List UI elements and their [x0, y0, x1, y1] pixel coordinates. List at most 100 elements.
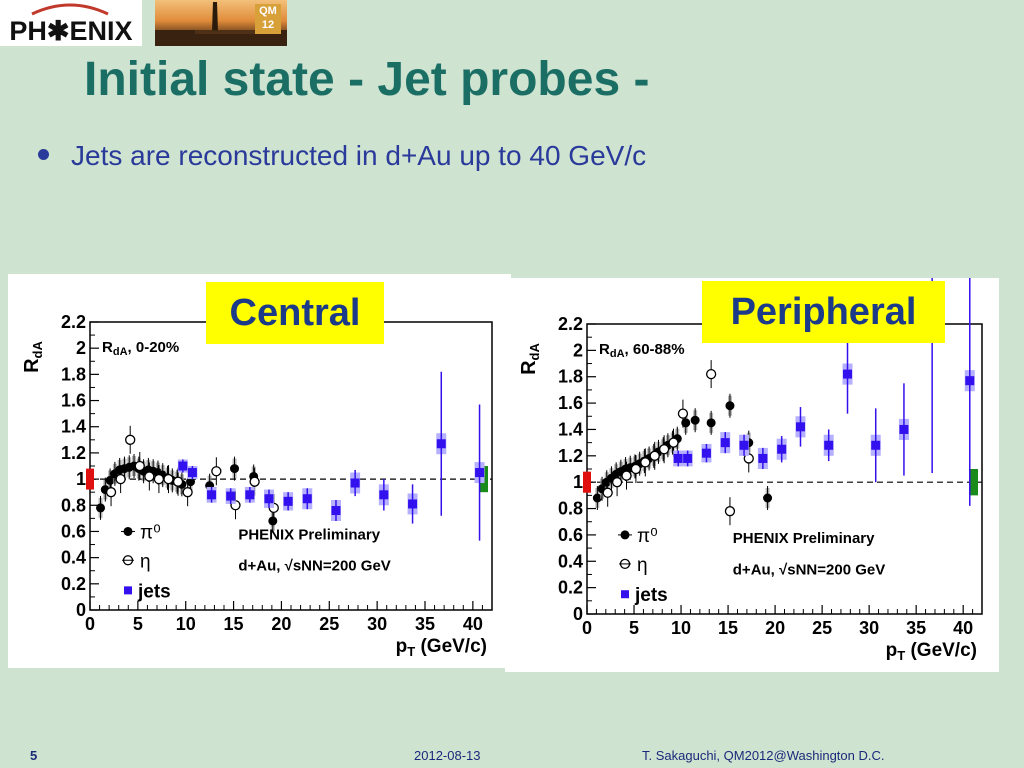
eta-point: [134, 460, 145, 472]
pi0-point: [681, 418, 691, 428]
x-axis-label: pT (GeV/c): [886, 640, 977, 663]
footer-author: T. Sakaguchi, QM2012@Washington D.C.: [642, 748, 885, 763]
pi0-point: [725, 401, 735, 411]
eta-point: [144, 471, 155, 482]
peripheral-label: Peripheral: [702, 281, 945, 343]
y-tick-label: 1.6: [558, 393, 583, 413]
y-tick-label: 0.8: [61, 495, 86, 515]
y-tick-label: 2.2: [61, 312, 86, 332]
jets-point: [226, 491, 236, 501]
eta-point: [677, 408, 689, 419]
pi0-point: [105, 475, 115, 485]
jets-point: [264, 494, 274, 504]
panel-label-rest: , 60-88%: [625, 341, 685, 358]
phenix-logo: PH✱ENIX: [0, 0, 142, 46]
jets-point: [899, 424, 909, 434]
peripheral-chart: 0 0.2 0.4 0.6 0.8 1 1.2 1.4 1.6 1.8 2 2.2 0 5 10 15 20 25…: [518, 169, 983, 663]
jets-point: [350, 478, 360, 488]
jets-point: [331, 506, 341, 516]
legend-jets-marker: [621, 590, 629, 599]
jets-point: [302, 494, 312, 504]
jets-point: [795, 422, 805, 432]
jets-point: [436, 439, 446, 449]
y-tick-label: 2: [573, 340, 583, 360]
jets-point: [758, 453, 768, 463]
x-tick-label: 5: [133, 614, 143, 634]
eta-point: [125, 434, 136, 445]
eta-point: [611, 477, 623, 488]
eta-point: [640, 457, 651, 468]
x-tick-label: 35: [906, 618, 926, 638]
y-tick-label: 1.8: [61, 364, 86, 384]
jets-point: [408, 499, 418, 509]
legend-pi0-label: π⁰: [637, 526, 658, 547]
normalization-box-right: [970, 469, 978, 496]
x-tick-label: 10: [671, 618, 691, 638]
jets-point: [283, 496, 293, 506]
jets-point: [777, 444, 787, 454]
y-tick-label: 0.4: [558, 551, 583, 571]
normalization-box-left: [583, 471, 591, 493]
x-tick-label: 25: [812, 618, 832, 638]
x-tick-label: 30: [859, 618, 879, 638]
monument-icon: [155, 2, 287, 46]
central-label: Central: [206, 282, 384, 344]
legend-eta-label: η: [140, 551, 151, 572]
eta-point: [115, 473, 126, 485]
y-tick-label: 2.2: [558, 314, 583, 334]
footer-date: 2012-08-13: [414, 748, 481, 763]
y-tick-label: 0.6: [61, 521, 86, 541]
x-tick-label: 15: [718, 618, 738, 638]
y-axis-label-sub: dA: [527, 343, 542, 361]
logo-text: PH✱ENIX: [9, 16, 133, 46]
bullet-dot-icon: [38, 149, 49, 161]
pi0-point: [186, 477, 195, 487]
x-tick-label: 5: [629, 618, 639, 638]
eta-point: [105, 487, 117, 498]
x-tick-label: 0: [85, 614, 95, 634]
x-axis-label-unit: (GeV/c): [905, 640, 977, 661]
x-tick-label: 25: [319, 614, 339, 634]
y-tick-label: 1.2: [61, 443, 86, 463]
x-tick-label: 30: [367, 614, 387, 634]
y-tick-label: 2: [76, 338, 86, 358]
panel-label-sub: dA: [113, 346, 128, 358]
y-tick-label: 0.2: [558, 578, 583, 598]
pi0-point: [763, 493, 773, 503]
eta-point: [211, 466, 222, 477]
slide-title: Initial state - Jet probes -: [84, 53, 650, 106]
x-axis-label-sub: T: [897, 648, 905, 663]
legend-eta-label: η: [637, 555, 648, 576]
legend-pi0-label: π⁰: [140, 522, 161, 543]
eta-point: [649, 450, 660, 461]
x-axis-label-unit: (GeV/c): [415, 636, 487, 657]
eta-point: [163, 473, 174, 485]
panel-label: RdA, 0-20%: [102, 339, 179, 358]
eta-point: [602, 487, 613, 498]
eta-point: [621, 470, 632, 481]
central-chart-panel: 0 0.2 0.4 0.6 0.8 1 1.2 1.4 1.6 1.8 2 2.2 0 5 10 15 20 25…: [8, 274, 511, 668]
annotation-system: d+Au, √sNN=200 GeV: [238, 558, 390, 575]
logo-arc-icon: [31, 3, 109, 16]
eta-point: [705, 368, 717, 380]
y-tick-label: 1: [76, 469, 86, 489]
eta-point: [249, 476, 260, 487]
jets-point: [871, 440, 881, 450]
y-tick-label: 0: [573, 604, 583, 624]
panel-label: RdA, 60-88%: [599, 341, 685, 360]
x-tick-label: 40: [953, 618, 973, 638]
x-tick-label: 20: [765, 618, 785, 638]
jets-point: [965, 376, 975, 386]
annotation-preliminary: PHENIX Preliminary: [238, 526, 380, 543]
jets-point: [379, 490, 389, 500]
page-number: 5: [30, 748, 38, 763]
y-tick-label: 1: [573, 472, 583, 492]
y-tick-label: 0.6: [558, 525, 583, 545]
bullet-item: Jets are reconstructed in d+Au up to 40 …: [38, 140, 646, 172]
y-tick-label: 1.6: [61, 391, 86, 411]
y-tick-label: 0.4: [61, 548, 86, 568]
bullet-text: Jets are reconstructed in d+Au up to 40 …: [71, 140, 647, 171]
annotation-system: d+Au, √sNN=200 GeV: [733, 561, 885, 578]
y-axis-label-sub: dA: [30, 341, 45, 359]
panel-label-sub: dA: [610, 348, 625, 360]
